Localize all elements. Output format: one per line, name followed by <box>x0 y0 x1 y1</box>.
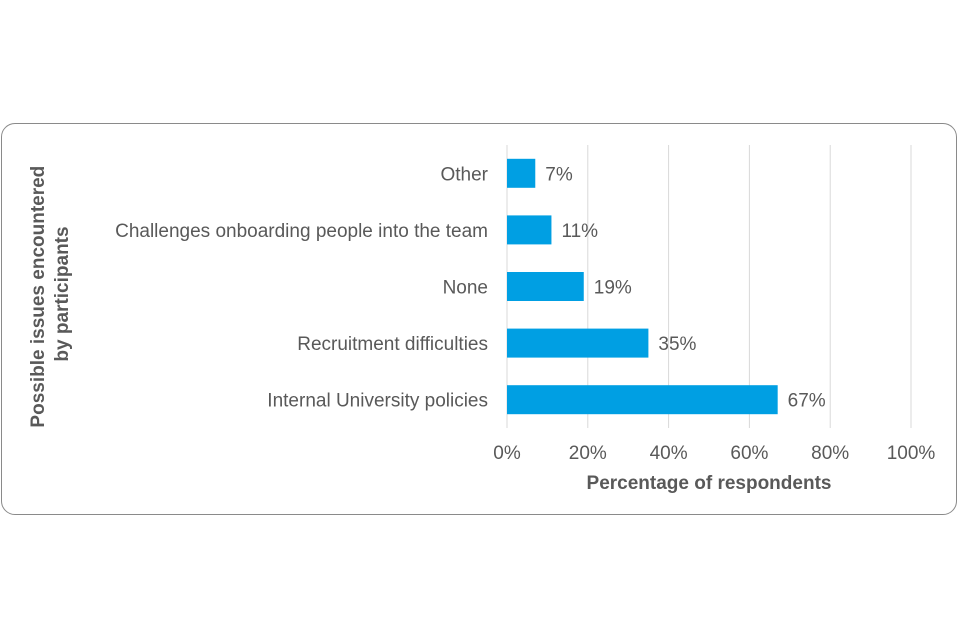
x-tick-label-1: 20% <box>569 443 607 464</box>
category-label-2: None <box>443 278 488 299</box>
x-tick-label-2: 40% <box>650 443 688 464</box>
data-label-0: 7% <box>545 164 573 185</box>
category-label-4: Internal University policies <box>267 391 488 412</box>
bar-2 <box>507 272 584 301</box>
y-axis-title-line-1: Possible issues encountered <box>28 166 49 428</box>
data-labels: 7% 11% 19% 35% 67% <box>545 164 826 411</box>
bar-4 <box>507 385 778 415</box>
category-label-0: Other <box>440 164 488 185</box>
chart-frame <box>1 123 957 515</box>
y-axis-title: Possible issues encountered by participa… <box>28 160 73 427</box>
category-labels: Other Challenges onboarding people into t… <box>115 164 489 411</box>
bar-0 <box>507 158 536 188</box>
bars <box>507 158 778 415</box>
category-label-1: Challenges onboarding people into the te… <box>115 221 488 242</box>
x-tick-label-5: 100% <box>887 443 936 464</box>
data-label-4: 67% <box>788 391 826 412</box>
y-axis-title-line-2: by participants <box>52 226 73 361</box>
x-tick-label-0: 0% <box>493 443 521 464</box>
x-tick-label-4: 80% <box>811 443 849 464</box>
bar-1 <box>507 215 552 245</box>
data-label-2: 19% <box>594 278 632 299</box>
data-label-3: 35% <box>658 334 696 355</box>
x-axis-title: Percentage of respondents <box>587 473 832 494</box>
category-label-3: Recruitment difficulties <box>297 334 488 355</box>
x-tick-labels: 0% 20% 40% 60% 80% 100% <box>493 443 935 464</box>
data-label-1: 11% <box>561 221 598 242</box>
gridlines <box>506 145 912 428</box>
x-tick-label-3: 60% <box>730 443 768 464</box>
bar-3 <box>507 328 649 358</box>
